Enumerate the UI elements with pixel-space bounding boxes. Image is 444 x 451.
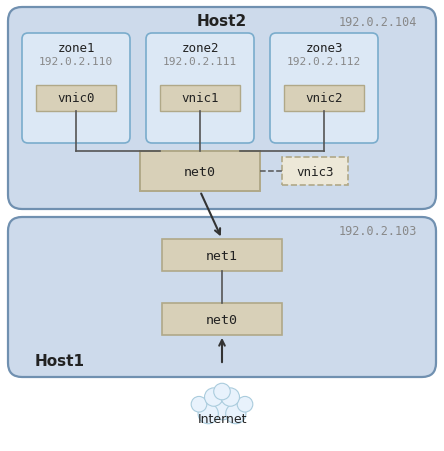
Text: 192.0.2.112: 192.0.2.112 bbox=[287, 57, 361, 67]
Bar bbox=[36, 86, 116, 112]
Bar bbox=[162, 304, 282, 335]
Bar bbox=[162, 239, 282, 272]
Circle shape bbox=[214, 383, 230, 400]
FancyBboxPatch shape bbox=[8, 217, 436, 377]
Circle shape bbox=[226, 404, 246, 424]
Bar bbox=[284, 86, 364, 112]
FancyBboxPatch shape bbox=[8, 8, 436, 210]
Text: 192.0.2.104: 192.0.2.104 bbox=[339, 15, 417, 28]
Bar bbox=[282, 158, 348, 186]
FancyBboxPatch shape bbox=[146, 34, 254, 144]
FancyBboxPatch shape bbox=[270, 34, 378, 144]
Text: Host1: Host1 bbox=[35, 354, 85, 368]
Text: 192.0.2.103: 192.0.2.103 bbox=[339, 225, 417, 238]
Circle shape bbox=[221, 388, 239, 406]
FancyBboxPatch shape bbox=[22, 34, 130, 144]
Text: zone3: zone3 bbox=[305, 41, 343, 55]
Text: net0: net0 bbox=[206, 313, 238, 326]
Bar bbox=[160, 86, 240, 112]
Text: vnic0: vnic0 bbox=[57, 92, 95, 105]
Text: zone1: zone1 bbox=[57, 41, 95, 55]
Text: 192.0.2.111: 192.0.2.111 bbox=[163, 57, 237, 67]
Text: vnic3: vnic3 bbox=[296, 165, 334, 178]
Text: net1: net1 bbox=[206, 249, 238, 262]
Text: vnic1: vnic1 bbox=[181, 92, 219, 105]
Text: vnic2: vnic2 bbox=[305, 92, 343, 105]
Circle shape bbox=[209, 394, 235, 420]
Text: Host2: Host2 bbox=[197, 14, 247, 29]
Text: Internet: Internet bbox=[197, 413, 247, 426]
Circle shape bbox=[198, 404, 218, 424]
Text: 192.0.2.110: 192.0.2.110 bbox=[39, 57, 113, 67]
Circle shape bbox=[237, 396, 253, 412]
Text: zone2: zone2 bbox=[181, 41, 219, 55]
Circle shape bbox=[205, 388, 223, 406]
Text: net0: net0 bbox=[184, 165, 216, 178]
Bar bbox=[140, 152, 260, 192]
Circle shape bbox=[191, 396, 207, 412]
